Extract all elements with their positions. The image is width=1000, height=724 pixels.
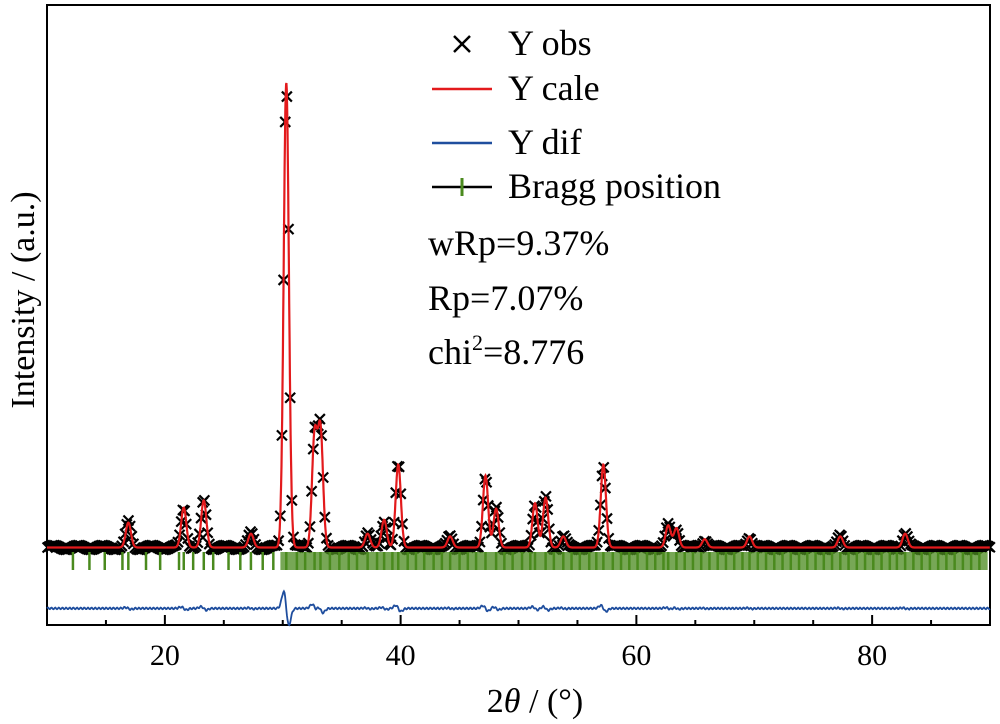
- x-axis-label-theta: θ: [504, 683, 521, 720]
- stat-chi2: chi2=8.776: [428, 330, 584, 372]
- observed-point: [984, 541, 996, 554]
- legend: Y obs Y cale Y dif Bragg position: [432, 23, 721, 206]
- legend-obs-icon: [453, 35, 471, 53]
- x-tick-label: 40: [386, 639, 416, 672]
- plot-area: [41, 4, 996, 627]
- y-axis-label: Intensity / (a.u.): [5, 191, 42, 408]
- stat-chi2-post: =8.776: [483, 332, 584, 372]
- x-axis-label-post: / (°): [521, 683, 584, 720]
- x-tick-label: 80: [857, 639, 887, 672]
- legend-bragg-icon: [432, 178, 492, 196]
- legend-label-obs: Y obs: [508, 23, 592, 63]
- stat-rp: Rp=7.07%: [428, 278, 583, 318]
- observed-point: [490, 501, 503, 513]
- x-axis: 20 40 60 80: [46, 615, 991, 672]
- bragg-position-ticks: [71, 552, 988, 570]
- stat-wrp: wRp=9.37%: [428, 223, 609, 263]
- refinement-stats: wRp=9.37% Rp=7.07% chi2=8.776: [428, 223, 609, 372]
- x-tick-label: 60: [621, 639, 651, 672]
- legend-label-calc: Y cale: [508, 68, 600, 108]
- observed-point: [314, 413, 326, 425]
- calculated-line: [47, 82, 990, 549]
- x-tick-label: 20: [150, 639, 180, 672]
- x-axis-label-pre: 2: [487, 683, 504, 720]
- observed-point: [540, 490, 552, 503]
- difference-line: [46, 589, 991, 627]
- legend-label-diff: Y dif: [508, 122, 582, 162]
- x-axis-label: 2θ / (°): [487, 683, 583, 720]
- stat-chi2-pre: chi: [428, 332, 472, 372]
- bragg-tick-band: [280, 552, 988, 570]
- legend-label-bragg: Bragg position: [508, 166, 721, 206]
- stat-chi2-sup: 2: [472, 330, 483, 355]
